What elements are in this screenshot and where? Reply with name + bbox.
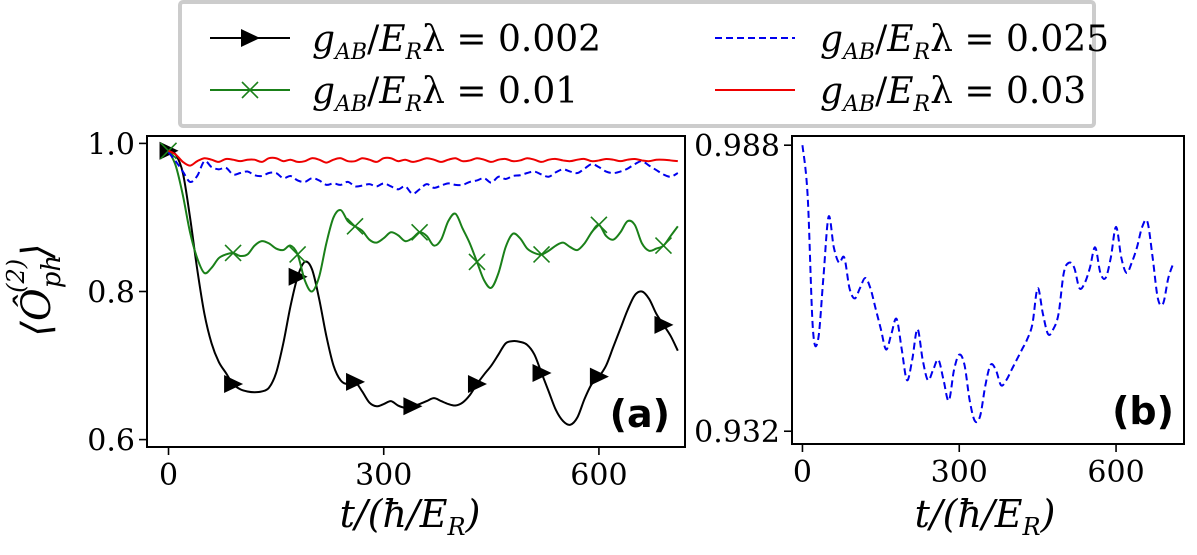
series-line-panel-a-3 bbox=[168, 149, 678, 167]
legend-label: gAB/ERλ = 0.002 bbox=[312, 19, 601, 65]
series-marker bbox=[346, 372, 366, 391]
x-tick-label: 0 bbox=[159, 458, 178, 493]
legend-marker bbox=[241, 29, 260, 47]
series-marker bbox=[654, 315, 674, 334]
legend-entry: gAB/ERλ = 0.002 bbox=[210, 19, 601, 65]
series-marker bbox=[346, 217, 364, 235]
legend-entry: gAB/ERλ = 0.025 bbox=[715, 19, 1109, 65]
panel-a-xlabel: t/(ħ/ER) bbox=[340, 492, 481, 541]
series-line-panel-a-1 bbox=[167, 150, 679, 293]
x-tick-label: 600 bbox=[570, 458, 627, 493]
panel-b: 0 300 600 0.932 0.988 (b) t/(ħ/ER) bbox=[694, 129, 1185, 541]
panel-a-frame bbox=[146, 135, 686, 448]
legend: gAB/ERλ = 0.002 gAB/ERλ = 0.01 gAB/ERλ = 0… bbox=[178, 0, 1109, 128]
series-marker bbox=[532, 363, 552, 382]
legend-label: gAB/ERλ = 0.03 bbox=[820, 71, 1086, 117]
series-marker bbox=[411, 223, 429, 241]
panel-b-xlabel: t/(ħ/ER) bbox=[915, 492, 1056, 541]
series-marker bbox=[654, 237, 673, 255]
x-tick-label: 300 bbox=[355, 458, 412, 493]
x-tick-label: 600 bbox=[1087, 455, 1144, 490]
series-marker bbox=[468, 253, 486, 271]
series-line-panel-a-0 bbox=[168, 149, 679, 426]
panel-a: 0 300 600 0.6 0.8 1.0 (a) ⟨Ôph(2)⟩ t/(ħ/ER) bbox=[2, 127, 686, 541]
legend-label: gAB/ERλ = 0.01 bbox=[312, 71, 578, 117]
y-tick-label: 1.0 bbox=[87, 127, 135, 162]
panel-a-label: (a) bbox=[610, 392, 670, 436]
y-tick-label: 0.8 bbox=[87, 276, 135, 311]
series-marker bbox=[224, 375, 244, 394]
series-marker bbox=[590, 216, 608, 234]
series-marker bbox=[224, 244, 242, 262]
panel-a-ylabel: ⟨Ôph(2)⟩ bbox=[2, 243, 67, 336]
series-marker bbox=[467, 375, 487, 394]
legend-entry: gAB/ERλ = 0.01 bbox=[210, 71, 578, 117]
series-marker bbox=[589, 367, 609, 386]
legend-marker bbox=[241, 81, 259, 99]
series-line-panel-b-0 bbox=[801, 145, 1175, 424]
legend-frame bbox=[178, 0, 1096, 128]
x-tick-label: 0 bbox=[793, 455, 812, 490]
series-marker bbox=[288, 267, 308, 286]
y-tick-label: 0.6 bbox=[87, 424, 135, 459]
legend-entry: gAB/ERλ = 0.03 bbox=[715, 71, 1086, 117]
legend-label: gAB/ERλ = 0.025 bbox=[820, 19, 1109, 65]
y-tick-label: 0.932 bbox=[694, 415, 780, 450]
x-tick-label: 300 bbox=[931, 455, 988, 490]
y-tick-label: 0.988 bbox=[694, 129, 780, 164]
series-marker bbox=[532, 245, 551, 264]
series-marker bbox=[289, 245, 307, 264]
panel-b-frame bbox=[791, 135, 1185, 445]
panel-b-label: (b) bbox=[1112, 389, 1174, 433]
series-marker bbox=[403, 397, 423, 416]
